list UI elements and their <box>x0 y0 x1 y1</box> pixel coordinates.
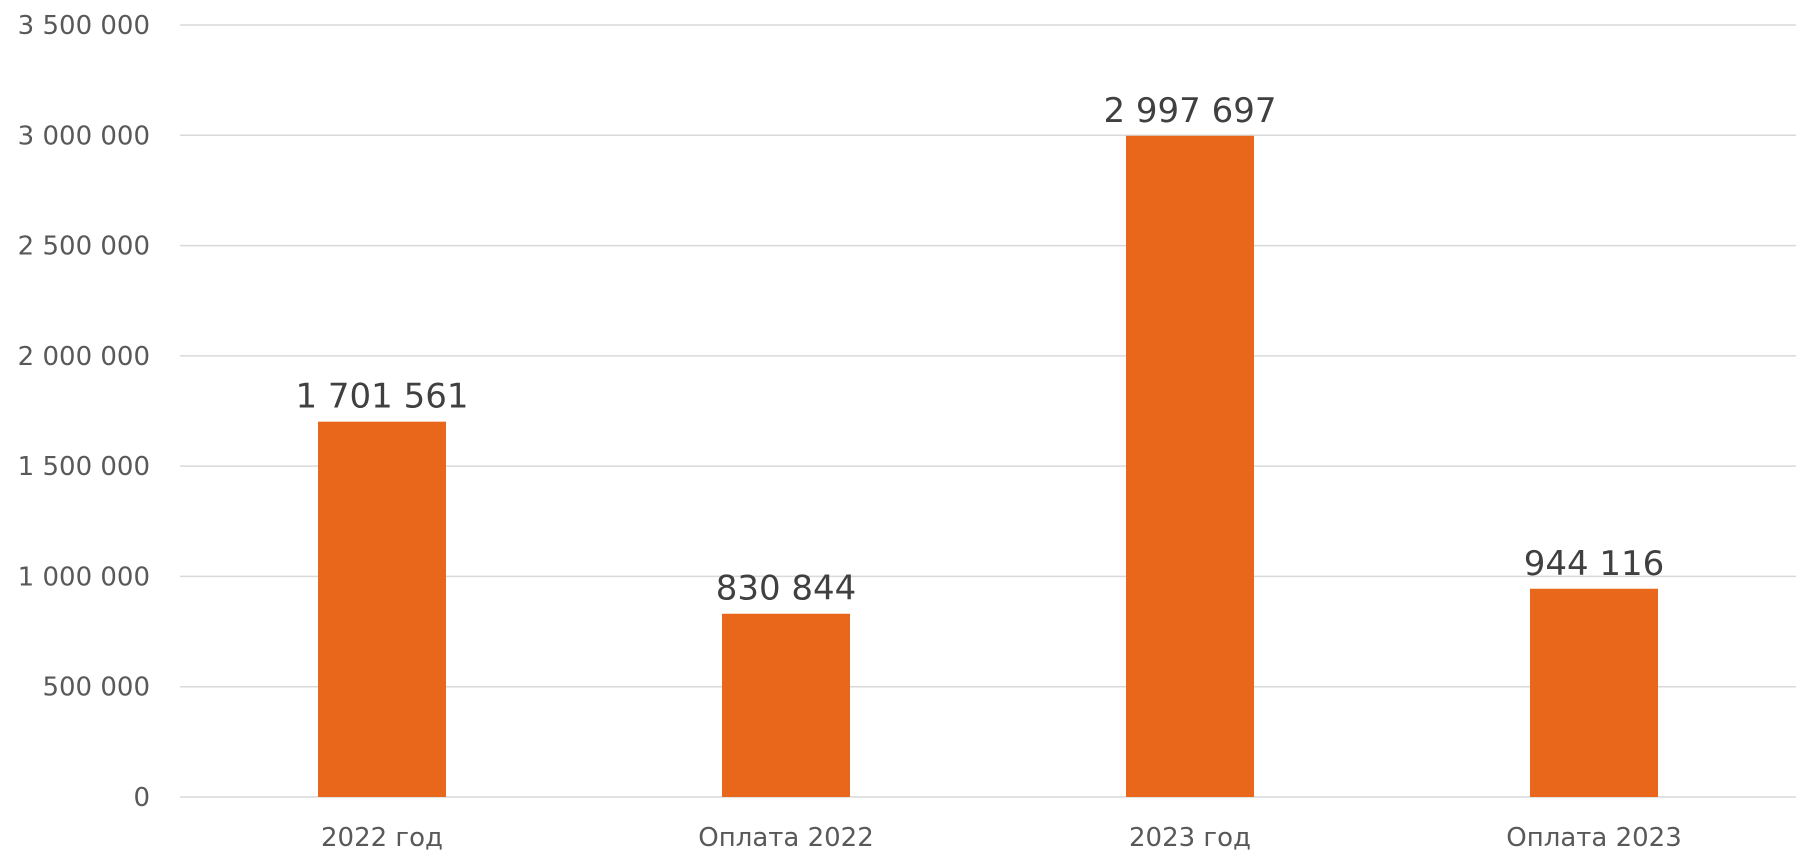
x-axis-tick-labels: 2022 год Оплата 2022 2023 год Оплата 2023 <box>321 823 1682 853</box>
data-label: 1 701 561 <box>295 377 468 417</box>
data-label: 944 116 <box>1524 544 1665 584</box>
gridlines <box>180 24 1796 798</box>
bar <box>318 421 446 797</box>
y-tick-label: 500 000 <box>42 673 150 703</box>
data-label: 830 844 <box>716 569 857 609</box>
y-tick-label: 2 000 000 <box>18 342 150 372</box>
y-tick-label: 1 500 000 <box>18 452 150 482</box>
y-tick-label: 3 500 000 <box>18 11 150 41</box>
x-tick-label: Оплата 2022 <box>698 823 874 853</box>
data-label: 2 997 697 <box>1103 91 1276 131</box>
bars <box>318 135 1658 797</box>
y-tick-label: 2 500 000 <box>18 232 150 262</box>
x-tick-label: Оплата 2023 <box>1506 823 1682 853</box>
y-axis-tick-labels: 0 500 000 1 000 000 1 500 000 2 000 000 2 500… <box>18 11 150 813</box>
x-tick-label: 2023 год <box>1129 823 1251 853</box>
x-tick-label: 2022 год <box>321 823 443 853</box>
y-tick-label: 3 000 000 <box>18 121 150 151</box>
bar <box>722 613 850 797</box>
bar <box>1530 588 1658 797</box>
data-labels: 1 701 561 830 844 2 997 697 944 116 <box>295 91 1664 609</box>
y-tick-label: 0 <box>133 783 150 813</box>
y-tick-label: 1 000 000 <box>18 562 150 592</box>
bar <box>1126 135 1254 797</box>
